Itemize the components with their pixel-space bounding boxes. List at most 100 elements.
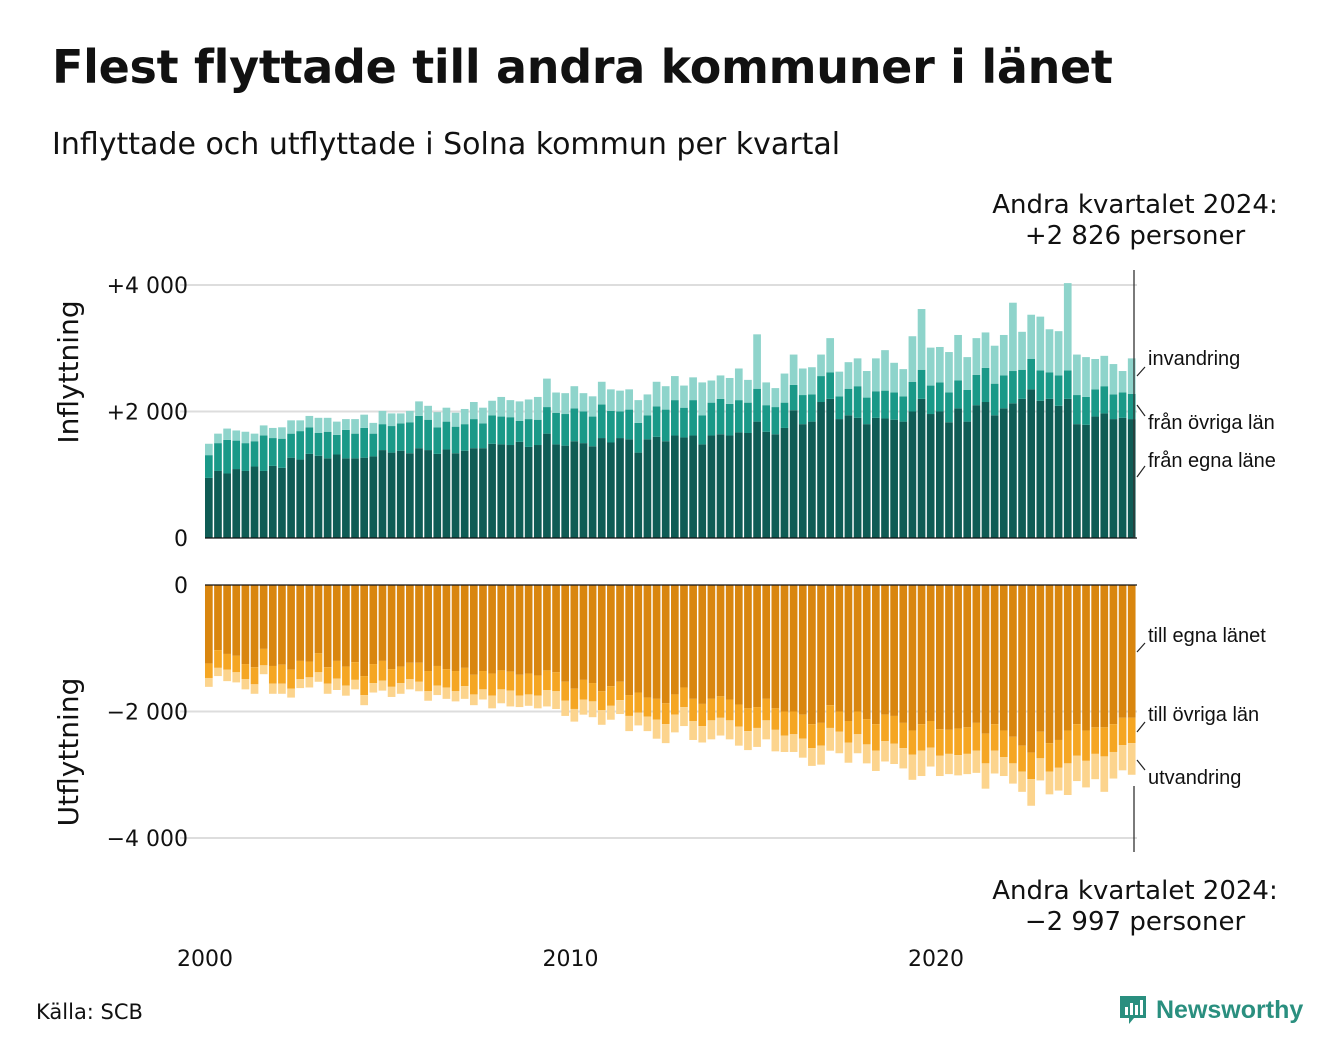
bar-in-s1-q59 bbox=[744, 402, 752, 433]
bar-in-s0-q27 bbox=[451, 453, 460, 538]
bar-in-s2-q74 bbox=[881, 350, 889, 391]
bar-in-s1-q68 bbox=[826, 372, 835, 399]
bar-in-s2-q89 bbox=[1018, 331, 1026, 370]
bar-out-s0-q39 bbox=[561, 585, 570, 682]
bar-out-s0-q35 bbox=[524, 585, 533, 674]
bar-in-s0-q56 bbox=[716, 434, 725, 538]
bar-in-s2-q45 bbox=[616, 390, 624, 412]
bar-out-s0-q92 bbox=[1045, 585, 1054, 744]
bar-out-s2-q91 bbox=[1036, 758, 1045, 781]
bar-out-s0-q85 bbox=[981, 585, 990, 734]
bar-in-s1-q3 bbox=[232, 440, 241, 470]
bar-out-s1-q0 bbox=[205, 663, 213, 678]
bar-out-s0-q13 bbox=[323, 585, 332, 668]
bar-in-s1-q92 bbox=[1045, 372, 1054, 399]
bar-in-s1-q74 bbox=[881, 390, 889, 419]
bar-in-s2-q10 bbox=[296, 420, 305, 432]
bar-in-s2-q8 bbox=[278, 427, 286, 439]
bar-in-s1-q62 bbox=[771, 407, 780, 435]
bar-out-s2-q11 bbox=[305, 677, 314, 688]
bar-out-s2-q39 bbox=[561, 700, 570, 716]
bar-out-s2-q49 bbox=[652, 719, 661, 739]
bar-in-s1-q19 bbox=[378, 424, 387, 451]
bar-in-s1-q75 bbox=[890, 392, 898, 420]
bar-in-s0-q75 bbox=[890, 419, 898, 538]
bar-in-s0-q84 bbox=[972, 405, 981, 538]
bar-out-s0-q55 bbox=[707, 585, 716, 699]
bar-out-s1-q75 bbox=[890, 715, 898, 744]
bar-in-s1-q32 bbox=[497, 416, 506, 445]
bar-in-s1-q78 bbox=[917, 369, 926, 399]
bar-in-s0-q72 bbox=[862, 424, 871, 538]
bar-in-s2-q2 bbox=[223, 428, 231, 440]
bar-out-s1-q76 bbox=[899, 722, 908, 749]
bar-out-s1-q84 bbox=[972, 722, 981, 751]
bar-out-s2-q73 bbox=[872, 750, 880, 771]
bar-in-s0-q40 bbox=[570, 441, 579, 538]
bar-in-s1-q27 bbox=[451, 426, 460, 454]
newsworthy-bar-chart-icon bbox=[1120, 996, 1146, 1024]
brand-logo: Newsworthy bbox=[1118, 994, 1303, 1026]
bar-out-s0-q72 bbox=[862, 585, 871, 720]
bar-out-s2-q15 bbox=[342, 685, 350, 696]
bar-out-s2-q55 bbox=[707, 720, 716, 740]
series-label-utvandring: utvandring bbox=[1148, 767, 1241, 789]
bar-in-s0-q29 bbox=[469, 448, 478, 538]
bar-in-s2-q17 bbox=[360, 414, 369, 428]
bar-in-s1-q61 bbox=[762, 405, 771, 432]
bar-out-s2-q17 bbox=[360, 695, 369, 706]
bar-out-s0-q50 bbox=[661, 585, 670, 704]
bar-out-s2-q87 bbox=[999, 757, 1008, 777]
bar-out-s1-q15 bbox=[342, 666, 350, 686]
bar-out-s1-q77 bbox=[908, 730, 917, 755]
bar-out-s2-q99 bbox=[1109, 751, 1118, 779]
bar-out-s2-q2 bbox=[223, 669, 231, 682]
bar-in-s0-q36 bbox=[533, 445, 542, 538]
bar-in-s2-q47 bbox=[634, 400, 643, 423]
bar-out-s2-q80 bbox=[935, 755, 944, 777]
bar-out-s2-q77 bbox=[908, 754, 917, 780]
bar-out-s1-q50 bbox=[661, 703, 670, 725]
bar-in-s1-q26 bbox=[442, 421, 451, 450]
source-note: Källa: SCB bbox=[36, 1000, 143, 1024]
bar-in-s0-q6 bbox=[259, 470, 268, 538]
bar-in-s1-q100 bbox=[1118, 392, 1127, 418]
bar-in-s2-q36 bbox=[533, 396, 542, 420]
bar-out-s0-q20 bbox=[387, 585, 396, 670]
bar-in-s1-q65 bbox=[798, 395, 807, 425]
bar-out-s0-q36 bbox=[533, 585, 542, 676]
bar-out-s2-q88 bbox=[1009, 763, 1017, 784]
bar-in-s1-q51 bbox=[671, 400, 679, 436]
bar-in-s1-q52 bbox=[680, 407, 688, 438]
bar-in-s2-q55 bbox=[707, 380, 716, 403]
bar-out-s0-q89 bbox=[1018, 585, 1026, 746]
bar-in-s0-q7 bbox=[268, 465, 277, 538]
bar-out-s2-q64 bbox=[789, 734, 798, 752]
bar-in-s1-q69 bbox=[835, 396, 844, 420]
bar-out-s2-q18 bbox=[369, 683, 378, 693]
xtick-1: 2010 bbox=[543, 947, 599, 972]
bar-in-s1-q97 bbox=[1091, 389, 1099, 417]
bar-out-s0-q49 bbox=[652, 585, 661, 699]
bar-out-s1-q85 bbox=[981, 733, 990, 764]
bar-out-s1-q7 bbox=[268, 665, 277, 684]
bar-out-s0-q91 bbox=[1036, 585, 1045, 732]
bar-out-s1-q14 bbox=[332, 660, 341, 679]
bar-in-s0-q101 bbox=[1127, 419, 1136, 538]
bar-in-s2-q52 bbox=[680, 385, 688, 408]
bar-in-s2-q16 bbox=[351, 419, 359, 434]
bar-out-s2-q82 bbox=[954, 755, 962, 776]
bar-in-s2-q68 bbox=[826, 338, 835, 373]
bar-in-s0-q25 bbox=[433, 453, 442, 538]
bar-out-s2-q23 bbox=[415, 681, 423, 692]
bar-in-s0-q23 bbox=[415, 448, 423, 538]
bar-in-s2-q75 bbox=[890, 362, 898, 393]
bar-out-s2-q98 bbox=[1100, 756, 1109, 792]
bar-in-s1-q17 bbox=[360, 427, 369, 458]
bar-out-s0-q65 bbox=[798, 585, 807, 715]
bar-out-s0-q63 bbox=[780, 585, 789, 712]
bar-in-s1-q12 bbox=[314, 433, 323, 456]
bar-out-s0-q84 bbox=[972, 585, 981, 723]
bar-out-s0-q9 bbox=[287, 585, 295, 670]
bar-in-s0-q89 bbox=[1018, 398, 1026, 538]
